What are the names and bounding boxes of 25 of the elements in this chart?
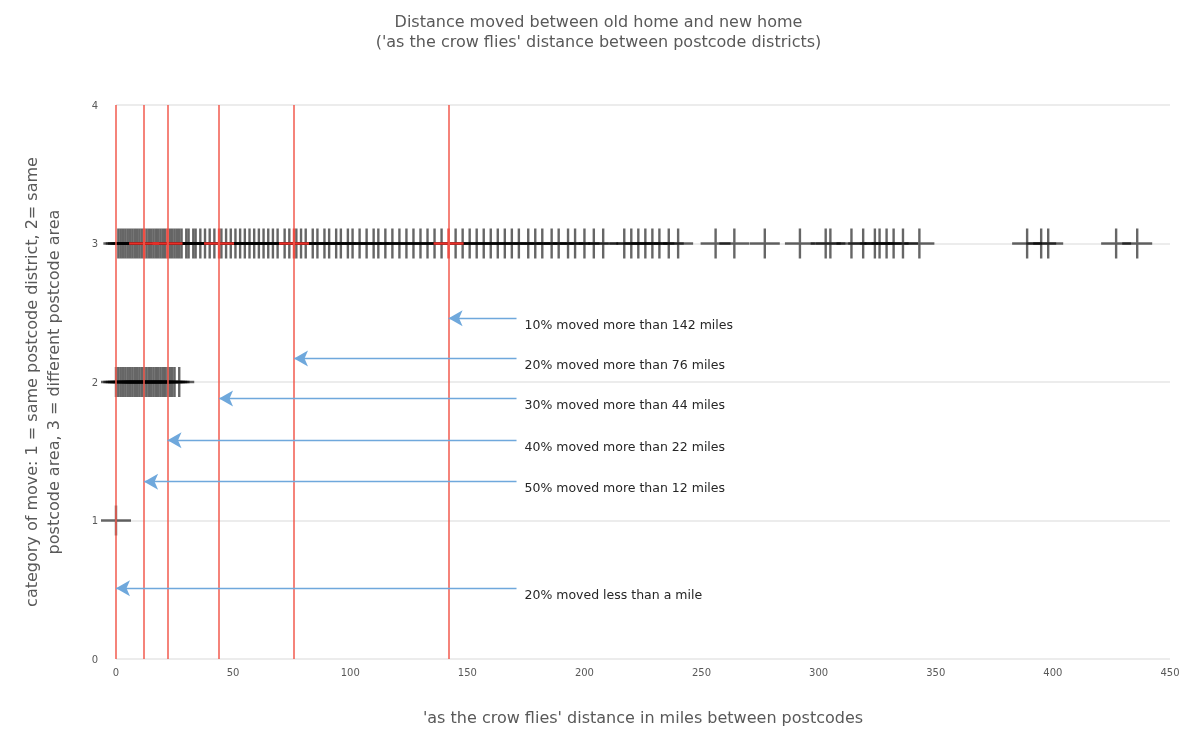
- annotation: 20% moved less than a mile: [524, 586, 703, 602]
- annotation: 40% moved more than 22 miles: [524, 438, 726, 454]
- x-tick-label: 50: [226, 666, 240, 678]
- x-tick-label: 200: [574, 666, 594, 678]
- y-tick-label: 2: [91, 376, 98, 388]
- x-tick-label: 300: [809, 666, 829, 678]
- chart-subtitle: ('as the crow flies' distance between postcode districts): [375, 31, 822, 51]
- x-tick-label: 100: [340, 666, 360, 678]
- y-tick-label: 4: [91, 99, 98, 111]
- x-axis-title: 'as the crow flies' distance in miles between postcodes: [422, 707, 864, 727]
- x-tick-label: 400: [1043, 666, 1063, 678]
- annotation: 30% moved more than 44 miles: [524, 397, 726, 413]
- annotation: 10% moved more than 142 miles: [524, 316, 733, 332]
- x-tick-label: 0: [112, 666, 120, 678]
- y-axis-title: category of move: 1 = same postcode district, 2= same postcode area, 3 = different postcode area: [21, 157, 63, 607]
- x-tick-label: 450: [1160, 666, 1180, 678]
- y-tick-label: 0: [91, 653, 98, 665]
- y-tick-label: 1: [91, 515, 98, 526]
- chart-title: Distance moved between old home and new home: [394, 11, 803, 31]
- y-tick-label: 3: [91, 238, 98, 249]
- x-tick-label: 350: [926, 666, 946, 678]
- x-tick-label: 250: [692, 666, 712, 678]
- x-tick-label: 150: [457, 666, 477, 678]
- annotation: 20% moved more than 76 miles: [524, 356, 726, 372]
- annotation: 50% moved more than 12 miles: [524, 480, 726, 496]
